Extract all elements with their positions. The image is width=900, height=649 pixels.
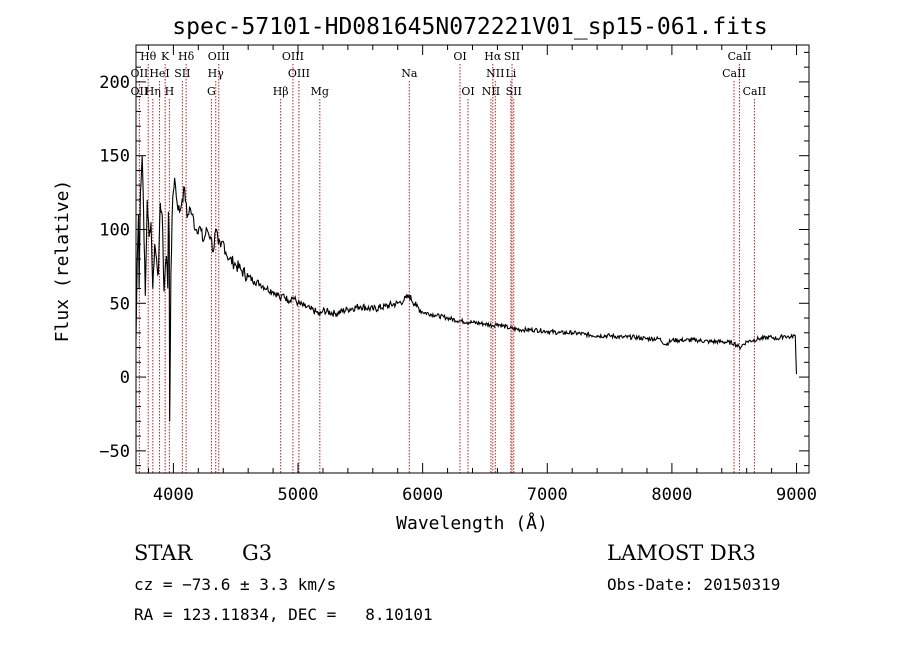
spectral-line-label: CaII [722, 67, 746, 80]
spectral-line-label: H [165, 85, 175, 98]
y-axis-label: Flux (relative) [52, 180, 73, 343]
y-tick-label: 50 [110, 294, 130, 314]
spectral-line-label: OI [461, 85, 474, 98]
spectral-line-label: Hα [484, 50, 502, 63]
spectral-line-label: OI [453, 50, 466, 63]
spectral-line-label: CaII [743, 85, 767, 98]
object-class: STAR [134, 541, 193, 565]
chart-title: spec-57101-HD081645N072221V01_sp15-061.f… [172, 14, 767, 40]
spectral-line-label: OIII [282, 50, 304, 63]
axis-ticks: 4000 5000 6000 7000 8000 9000 −50 0 50 100 150 200 [99, 45, 817, 505]
spectral-line-label: SII [174, 67, 190, 80]
y-tick-label: 0 [120, 368, 130, 388]
x-axis-label: Wavelength (Å) [396, 512, 548, 534]
redshift-readout: cz = −73.6 ± 3.3 km/s [134, 575, 336, 594]
spectral-line-label: CaII [728, 50, 752, 63]
observation-date: Obs-Date: 20150319 [607, 575, 780, 594]
y-tick-label: 100 [99, 220, 130, 240]
x-tick-label: 7000 [527, 485, 568, 505]
spectral-line-label: Na [401, 67, 418, 80]
spectral-line-label: HeI [149, 67, 169, 80]
spectral-line-label: Hδ [178, 50, 195, 63]
x-tick-label: 6000 [402, 485, 443, 505]
spectral-line-label: SII [504, 50, 520, 63]
spectral-line-label: Hβ [273, 85, 289, 98]
x-tick-label: 8000 [651, 485, 692, 505]
x-tick-label: 4000 [153, 485, 194, 505]
object-subclass: G3 [242, 541, 272, 565]
spectral-line-label: Mg [311, 85, 329, 98]
spectral-line-label: Hγ [208, 67, 225, 80]
spectral-line-label: NII [486, 67, 504, 80]
spectral-line-label: SII [506, 85, 522, 98]
spectral-line-label: Li [505, 67, 516, 80]
spectral-line-label: K [161, 50, 170, 63]
x-tick-label: 5000 [278, 485, 319, 505]
coordinates-readout: RA = 123.11834, DEC = 8.10101 [134, 605, 433, 624]
survey-name: LAMOST DR3 [607, 541, 756, 565]
spectral-line-label: G [207, 85, 216, 98]
spectrum-series-line [135, 155, 798, 422]
spectral-line-label: Hη [145, 85, 161, 98]
spectral-line-markers [138, 64, 755, 473]
spectral-line-label: OII [131, 67, 149, 80]
y-tick-label: −50 [99, 442, 130, 462]
plot-area: 4000 5000 6000 7000 8000 9000−50050100150200 … [99, 44, 817, 505]
spectral-line-label: OIII [208, 50, 230, 63]
plot-frame [135, 44, 810, 474]
spectral-line-label: Hθ [140, 50, 157, 63]
y-tick-label: 150 [99, 147, 130, 167]
x-tick-label: 9000 [776, 485, 817, 505]
y-tick-label: 200 [99, 73, 130, 93]
spectral-line-label: OIII [288, 67, 310, 80]
spectral-line-label: OII [131, 85, 149, 98]
spectral-line-label: NII [482, 85, 500, 98]
